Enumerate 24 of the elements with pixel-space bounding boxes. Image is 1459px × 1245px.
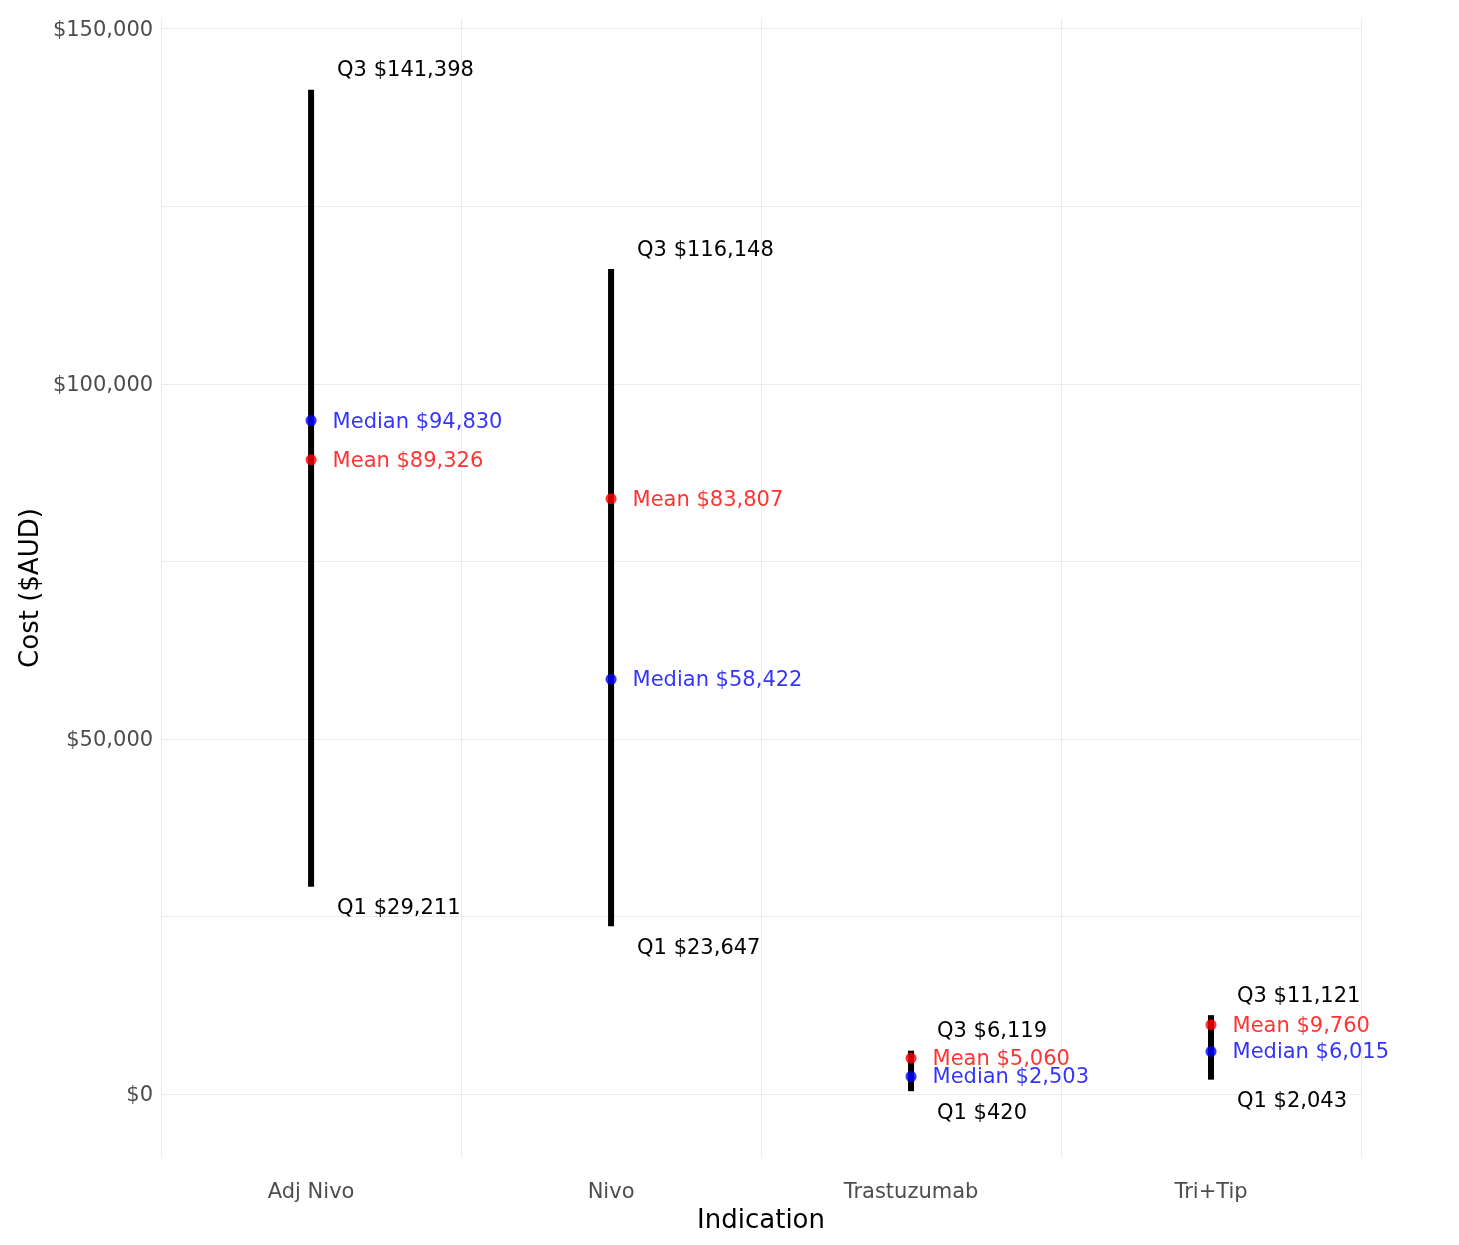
annotation: Q1 $23,647 bbox=[637, 934, 761, 959]
data-label: Median $6,015 bbox=[1232, 1039, 1390, 1064]
x-tick-label: Trastuzumab bbox=[842, 1178, 979, 1203]
y-tick-label: $150,000 bbox=[52, 16, 154, 41]
data-label: Mean $89,326 bbox=[332, 447, 484, 472]
x-tick-label: Adj Nivo bbox=[267, 1178, 355, 1203]
annotation: Q3 $6,119 bbox=[937, 1018, 1048, 1043]
y-tick-label: $50,000 bbox=[66, 727, 154, 751]
data-label: Mean $83,807 bbox=[632, 486, 784, 511]
annotation: Q3 $116,148 bbox=[637, 236, 774, 261]
x-tick-label: Tri+Tip bbox=[1173, 1178, 1248, 1203]
annotation: Q3 $141,398 bbox=[337, 57, 474, 82]
y-axis-title: Cost ($AUD) bbox=[14, 508, 44, 668]
x-axis-title: Indication bbox=[697, 1204, 825, 1234]
data-label: Median $94,830 bbox=[332, 408, 503, 433]
y-tick-label: $100,000 bbox=[52, 371, 154, 396]
x-tick-label: Nivo bbox=[587, 1178, 635, 1203]
annotation: Q1 $29,211 bbox=[337, 895, 461, 920]
data-label: Mean $9,760 bbox=[1232, 1012, 1370, 1037]
annotation: Q1 $2,043 bbox=[1237, 1088, 1348, 1113]
annotation: Q1 $420 bbox=[937, 1099, 1028, 1124]
annotation: Q3 $11,121 bbox=[1237, 982, 1361, 1007]
data-label: Median $58,422 bbox=[632, 667, 803, 692]
y-tick-label: $0 bbox=[126, 1082, 154, 1107]
